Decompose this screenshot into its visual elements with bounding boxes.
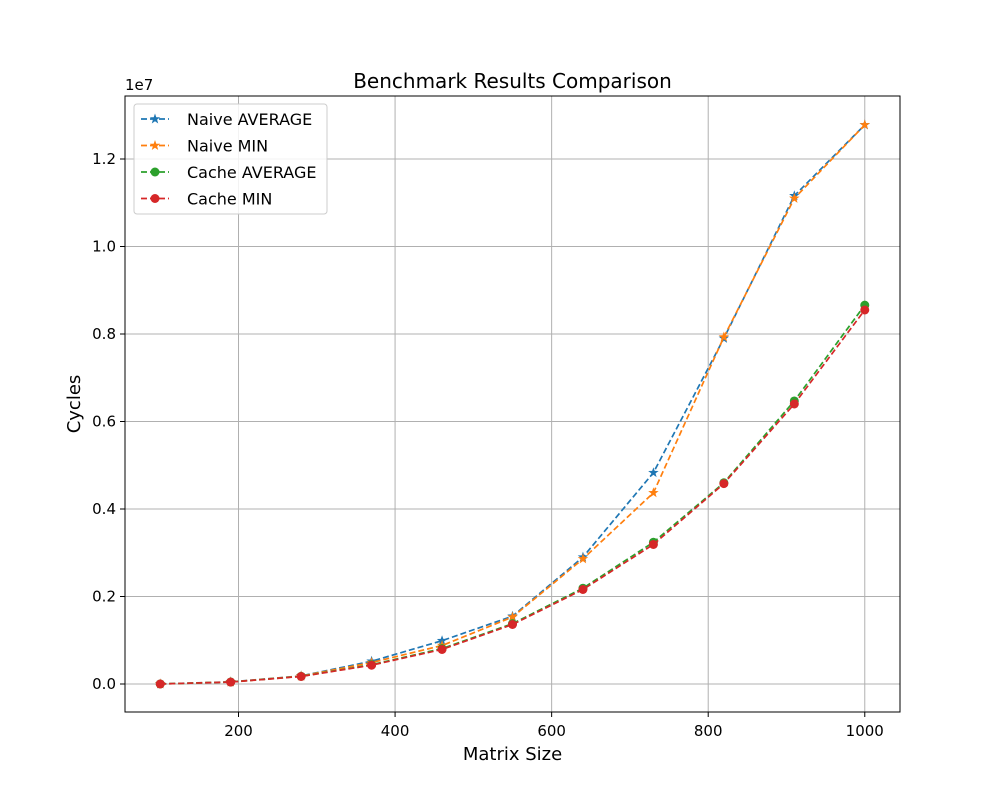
legend-item-naive-min: Naive MIN (141, 137, 268, 156)
data-point-cache-min (155, 679, 165, 689)
data-point-cache-min (719, 479, 729, 489)
x-tick-label: 400 (381, 722, 410, 740)
x-tick-label: 800 (694, 722, 723, 740)
data-point-cache-min (226, 677, 236, 687)
chart-title: Benchmark Results Comparison (353, 69, 672, 93)
y-tick-label: 1.0 (92, 238, 116, 256)
legend-label: Cache MIN (187, 190, 272, 209)
grid (125, 96, 900, 712)
data-point-naive-min (859, 119, 870, 130)
data-point-naive-min (648, 487, 659, 498)
legend-marker (149, 113, 161, 124)
legend-marker (150, 167, 160, 177)
data-point-cache-min (860, 305, 870, 315)
y-tick-label: 0.0 (92, 675, 116, 693)
data-point-naive-average (648, 467, 659, 478)
x-tick-label: 600 (537, 722, 566, 740)
plot-frame (124, 95, 901, 713)
data-point-cache-min (789, 399, 799, 409)
x-axis-label: Matrix Size (463, 744, 562, 765)
x-tick-label: 1000 (846, 722, 884, 740)
y-tick-label: 1.2 (92, 150, 116, 168)
legend-label: Naive MIN (187, 137, 268, 156)
y-tick-label: 0.4 (92, 500, 116, 518)
legend-item-cache-min: Cache MIN (141, 190, 272, 209)
y-offset-text: 1e7 (125, 76, 153, 94)
y-tick-label: 0.2 (92, 588, 116, 606)
data-point-naive-min (789, 192, 800, 203)
data-point-cache-min (367, 660, 377, 670)
legend-label: Cache AVERAGE (187, 163, 316, 182)
y-axis-label: Cycles (64, 375, 85, 434)
legend-box (133, 103, 328, 215)
legend-label: Naive AVERAGE (187, 110, 312, 129)
data-point-cache-min (437, 644, 447, 654)
legend-marker (149, 140, 161, 150)
data-point-cache-min (648, 539, 658, 549)
data-point-cache-min (578, 585, 588, 594)
ticks: 200 400 600 800 1000 0.0 0.2 0.4 0.6 0.8 1.0 1.2 (92, 150, 884, 740)
data-point-naive-min (507, 611, 518, 622)
data-point-cache-min (296, 671, 306, 681)
legend-marker (150, 194, 160, 203)
data-point-cache-min (508, 620, 517, 629)
x-tick-label: 200 (224, 722, 253, 740)
y-tick-label: 0.8 (92, 325, 116, 343)
legend: Naive AVERAGE Naive MIN Cache AVERAGE Cache… (133, 103, 328, 215)
data-point-naive-min (718, 331, 730, 342)
y-tick-label: 0.6 (92, 413, 116, 431)
legend-item-cache-average: Cache AVERAGE (141, 163, 316, 182)
series-line-cache-min (160, 309, 866, 685)
data-point-naive-min (577, 553, 589, 564)
series-cache-min (155, 305, 870, 689)
legend-item-naive-average: Naive AVERAGE (141, 110, 312, 129)
series-layer (155, 119, 870, 689)
